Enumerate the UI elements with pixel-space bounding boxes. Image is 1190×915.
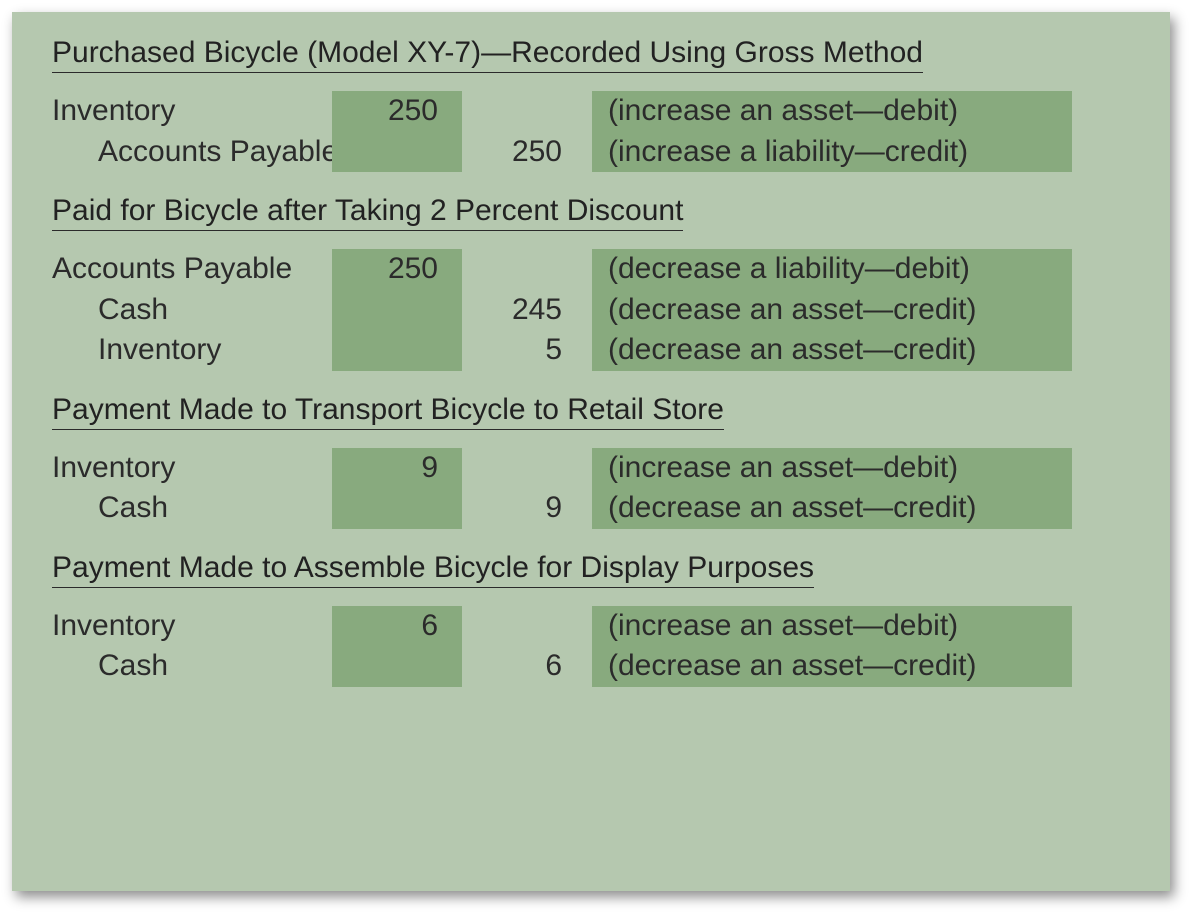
credit-amount — [462, 448, 562, 489]
account-name: Inventory — [52, 330, 332, 371]
account-name: Accounts Payable — [52, 132, 332, 173]
account-name: Accounts Payable — [52, 249, 332, 290]
entry-description: (increase an asset—debit) — [608, 606, 1072, 647]
entry-description: (decrease an asset—credit) — [608, 646, 1072, 687]
credit-amount: 6 — [462, 646, 562, 687]
entry-description: (increase an asset—debit) — [608, 448, 1072, 489]
account-name: Cash — [52, 646, 332, 687]
debit-amount: 6 — [332, 606, 438, 647]
section-title: Payment Made to Transport Bicycle to Ret… — [52, 393, 724, 430]
credit-amount: 5 — [462, 330, 562, 371]
entry-description: (increase an asset—debit) — [608, 91, 1072, 132]
credit-column: 250 — [462, 91, 592, 172]
debit-column: 250 — [332, 91, 462, 172]
description-column: (increase an asset—debit) (decrease an a… — [592, 448, 1072, 529]
description-column: (increase an asset—debit) (increase a li… — [592, 91, 1072, 172]
account-name: Cash — [52, 488, 332, 529]
journal-section: Payment Made to Assemble Bicycle for Dis… — [52, 551, 1132, 687]
section-title: Paid for Bicycle after Taking 2 Percent … — [52, 194, 683, 231]
journal-entries: Inventory Cash 9 9 (increase an asset—de… — [52, 448, 1132, 529]
section-title: Purchased Bicycle (Model XY-7)—Recorded … — [52, 36, 923, 73]
credit-amount: 9 — [462, 488, 562, 529]
credit-column: 245 5 — [462, 249, 592, 371]
journal-section: Paid for Bicycle after Taking 2 Percent … — [52, 194, 1132, 371]
debit-amount — [332, 646, 438, 687]
section-title: Payment Made to Assemble Bicycle for Dis… — [52, 551, 814, 588]
description-column: (increase an asset—debit) (decrease an a… — [592, 606, 1072, 687]
debit-amount: 9 — [332, 448, 438, 489]
credit-amount: 250 — [462, 132, 562, 173]
account-column: Inventory Cash — [52, 606, 332, 687]
credit-column: 6 — [462, 606, 592, 687]
debit-column: 9 — [332, 448, 462, 529]
entry-description: (decrease an asset—credit) — [608, 488, 1072, 529]
credit-amount — [462, 249, 562, 290]
journal-section: Purchased Bicycle (Model XY-7)—Recorded … — [52, 36, 1132, 172]
journal-entries: Inventory Cash 6 6 (increase an asset—de… — [52, 606, 1132, 687]
entry-description: (decrease an asset—credit) — [608, 330, 1072, 371]
debit-amount: 250 — [332, 91, 438, 132]
description-column: (decrease a liability—debit) (decrease a… — [592, 249, 1072, 371]
credit-amount — [462, 606, 562, 647]
entry-description: (decrease a liability—debit) — [608, 249, 1072, 290]
page-container: Purchased Bicycle (Model XY-7)—Recorded … — [0, 0, 1190, 915]
debit-amount — [332, 132, 438, 173]
credit-column: 9 — [462, 448, 592, 529]
journal-entries: Inventory Accounts Payable 250 250 (incr… — [52, 91, 1132, 172]
account-name: Inventory — [52, 448, 332, 489]
debit-column: 250 — [332, 249, 462, 371]
journal-section: Payment Made to Transport Bicycle to Ret… — [52, 393, 1132, 529]
journal-entries: Accounts Payable Cash Inventory 250 245 … — [52, 249, 1132, 371]
debit-amount: 250 — [332, 249, 438, 290]
credit-amount: 245 — [462, 290, 562, 331]
account-name: Inventory — [52, 91, 332, 132]
debit-amount — [332, 330, 438, 371]
account-name: Cash — [52, 290, 332, 331]
account-column: Inventory Cash — [52, 448, 332, 529]
entry-description: (increase a liability—credit) — [608, 132, 1072, 173]
account-column: Accounts Payable Cash Inventory — [52, 249, 332, 371]
credit-amount — [462, 91, 562, 132]
debit-amount — [332, 488, 438, 529]
debit-amount — [332, 290, 438, 331]
debit-column: 6 — [332, 606, 462, 687]
entry-description: (decrease an asset—credit) — [608, 290, 1072, 331]
account-column: Inventory Accounts Payable — [52, 91, 332, 172]
account-name: Inventory — [52, 606, 332, 647]
journal-panel: Purchased Bicycle (Model XY-7)—Recorded … — [12, 12, 1170, 891]
